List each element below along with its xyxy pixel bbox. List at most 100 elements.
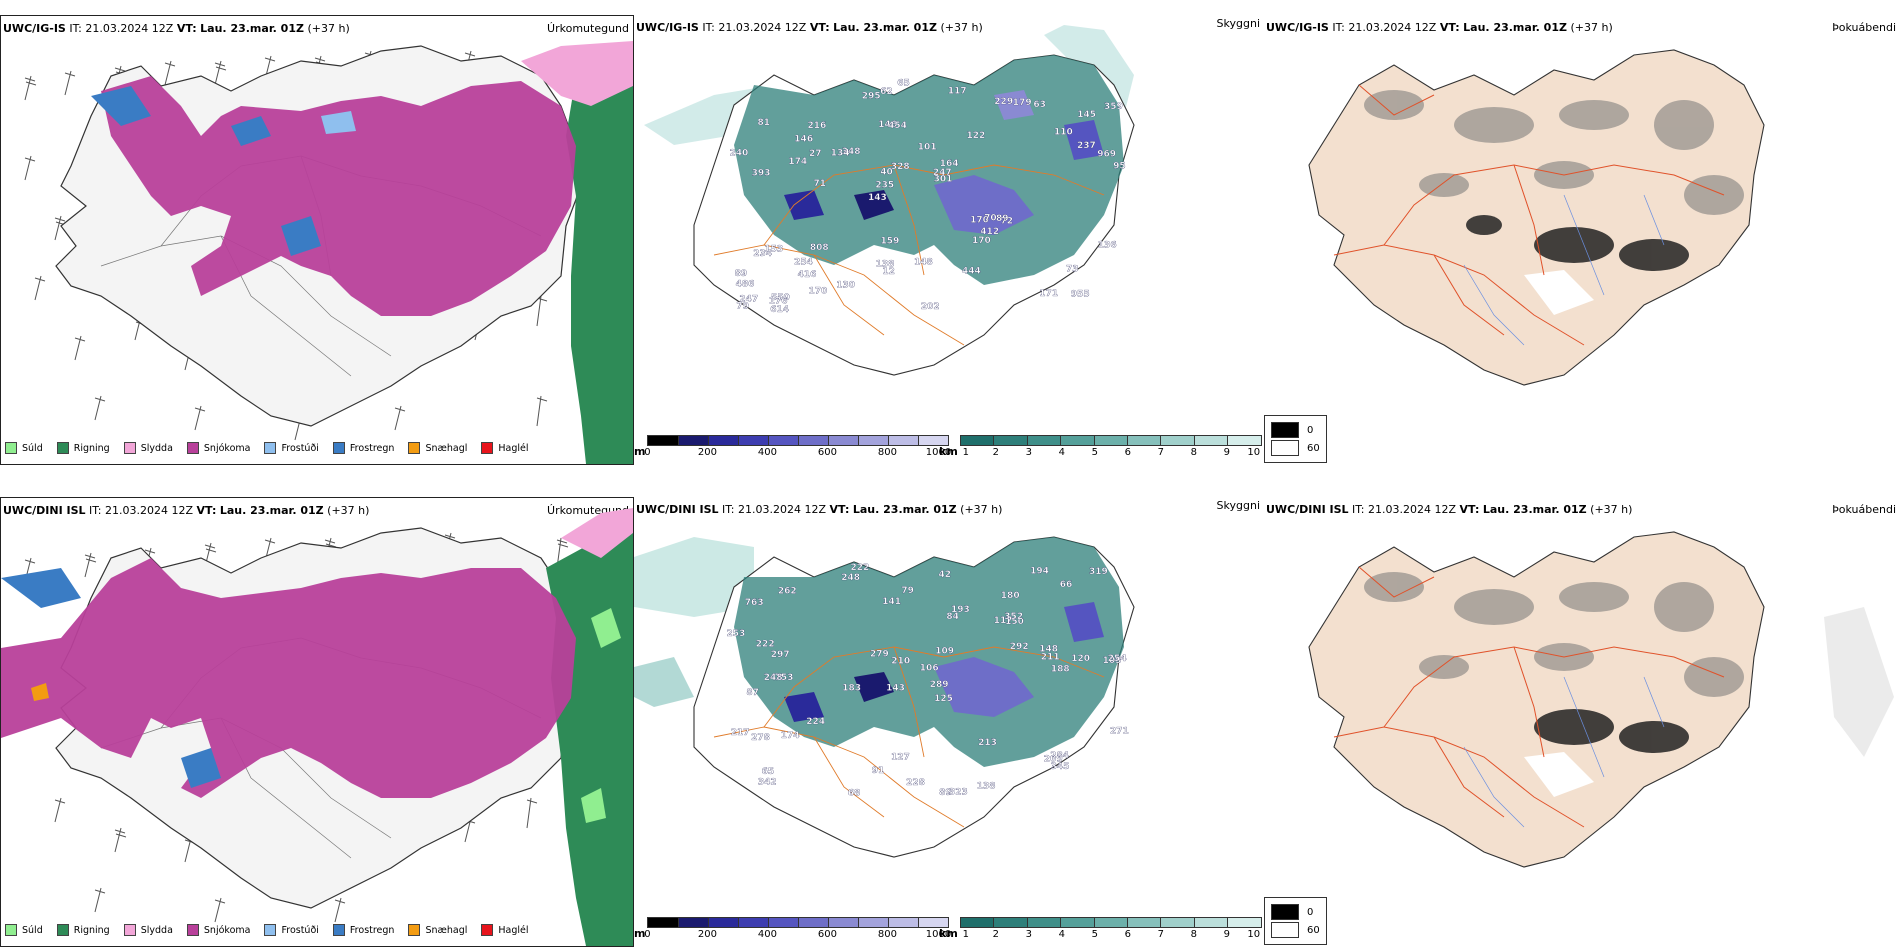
elevation-label: 237	[1077, 141, 1096, 151]
elevation-label: 969	[1097, 149, 1116, 159]
elevation-label: 164	[940, 159, 959, 169]
elevation-label: 146	[878, 120, 897, 130]
precip-type-map	[24, 41, 633, 464]
elevation-label: 393	[752, 169, 771, 179]
legend-item-hail: Haglél	[481, 924, 529, 936]
legend-item-freezing-drizzle: Frostúði	[264, 924, 319, 936]
elevation-label: 62	[880, 87, 893, 97]
elevation-label: 222	[756, 640, 775, 650]
fog-legend-item: 60	[1271, 440, 1320, 456]
elevation-label: 295	[862, 92, 881, 102]
elevation-label: 127	[891, 752, 910, 762]
elevation-label: 213	[978, 738, 997, 748]
elevation-label: 65	[762, 767, 775, 777]
legend-item-drizzle: Súld	[5, 442, 43, 454]
elevation-label: 63	[1033, 100, 1046, 110]
elevation-label: 254	[794, 258, 813, 268]
elevation-label: 42	[939, 570, 952, 580]
elevation-label: 209	[1044, 754, 1063, 764]
roads	[1333, 566, 1725, 828]
elevation-label: 352	[1004, 612, 1023, 622]
elevation-label: 210	[891, 656, 910, 666]
elevation-label: 12	[882, 267, 895, 277]
elevation-label: 248	[841, 573, 860, 583]
panel-title: Skyggni	[1216, 17, 1260, 30]
cloud-panel-top: UWC/IG-IS IT: 21.03.2024 12Z VT: Lau. 23…	[1264, 15, 1900, 465]
elevation-colorbar: m 0 200 400 600 800 1000	[634, 917, 951, 940]
elevation-label: 289	[930, 680, 949, 690]
visibility-panel-top: UWC/IG-IS IT: 21.03.2024 12Z VT: Lau. 23…	[634, 15, 1264, 465]
elevation-label: 143	[868, 193, 887, 203]
elevation-label: 234	[753, 249, 772, 259]
elevation-label: 170	[809, 287, 828, 297]
snow-area	[101, 76, 576, 316]
elevation-label: 134	[831, 149, 850, 159]
rain-area	[546, 528, 633, 946]
fog-legend-item: 0	[1271, 422, 1320, 438]
elevation-label: 454	[888, 121, 907, 131]
elevation-label: 148	[914, 258, 933, 268]
elevation-label: 105	[1103, 656, 1122, 666]
elevation-label: 89	[939, 788, 952, 798]
elevation-label: 79	[736, 301, 749, 311]
elevation-label: 194	[1030, 567, 1049, 577]
elevation-label: 211	[1041, 653, 1060, 663]
elevation-label: 68	[848, 789, 861, 799]
fog-indicator-map	[1308, 531, 1894, 868]
legend-item-snow: Snjókoma	[186, 924, 250, 936]
elevation-label: 87	[746, 688, 759, 698]
panel-title: Þokuábendi	[1832, 21, 1896, 34]
elevation-label: 248	[764, 673, 783, 683]
visibility-map	[634, 536, 1135, 858]
elevation-label: 40	[880, 168, 893, 178]
low-visibility-area	[734, 537, 1124, 767]
elevation-label: 614	[770, 305, 789, 315]
fog-legend: 0 60	[1264, 415, 1327, 463]
elevation-label: 328	[891, 162, 910, 172]
elevation-label: 141	[882, 597, 901, 607]
elevation-label: 179	[1013, 98, 1032, 108]
elevation-label: 159	[881, 236, 900, 246]
elevation-label: 217	[731, 728, 750, 738]
visibility-panel-bottom: UWC/DINI ISL IT: 21.03.2024 12Z VT: Lau.…	[634, 497, 1264, 947]
elevation-label: 138	[977, 781, 996, 791]
elevation-label: 106	[920, 664, 939, 674]
panel-header: UWC/DINI ISL IT: 21.03.2024 12Z VT: Lau.…	[1266, 503, 1633, 516]
elevation-label: 188	[1051, 664, 1070, 674]
elevation-label: 550	[771, 293, 790, 303]
elevation-label: 301	[934, 174, 953, 184]
elevation-label: 183	[842, 684, 861, 694]
elevation-label: 224	[806, 717, 825, 727]
fog-legend: 0 60	[1264, 897, 1327, 945]
iceland-outline	[1308, 49, 1765, 386]
elevation-colorbar: m 0 200 400 600 800 1000	[634, 435, 951, 458]
elevation-label: 71	[814, 179, 827, 189]
elevation-label: 143	[886, 684, 905, 694]
elevation-label: 148	[1039, 644, 1058, 654]
elevation-label: 279	[870, 649, 889, 659]
elevation-label: 216	[808, 121, 827, 131]
fog-legend-item: 60	[1271, 922, 1320, 938]
elevation-label: 412	[980, 227, 999, 237]
elevation-label: 254	[1108, 654, 1127, 664]
elevation-label: 955	[1071, 290, 1090, 300]
elevation-label: 348	[842, 147, 861, 157]
elevation-label: 109	[935, 646, 954, 656]
visibility-numbers-bottom: 222 180 105 143 125 753 763 117 87 84 106 342 248 183…	[726, 563, 1129, 799]
visibility-map	[644, 25, 1135, 376]
elevation-label: 89	[735, 269, 748, 279]
visibility-colorbar: km 1 2 3 4 5 6 7 8 9 10	[939, 917, 1262, 940]
elevation-label: 345	[1051, 762, 1070, 772]
fog-indicator-map	[1308, 49, 1765, 386]
elevation-label: 138	[876, 259, 895, 269]
legend-item-snow: Snjókoma	[186, 442, 250, 454]
elevation-label: 808	[810, 243, 829, 253]
precip-legend: Súld Rigning Slydda Snjókoma Frostúði Fr…	[5, 442, 529, 454]
roads	[713, 646, 1105, 828]
elevation-label: 444	[962, 267, 981, 277]
legend-item-rain: Rigning	[56, 442, 110, 454]
elevation-label: 122	[967, 131, 986, 141]
elevation-label: 95	[1113, 161, 1126, 171]
precip-legend: Súld Rigning Slydda Snjókoma Frostúði Fr…	[5, 924, 529, 936]
elevation-label: 763	[745, 598, 764, 608]
